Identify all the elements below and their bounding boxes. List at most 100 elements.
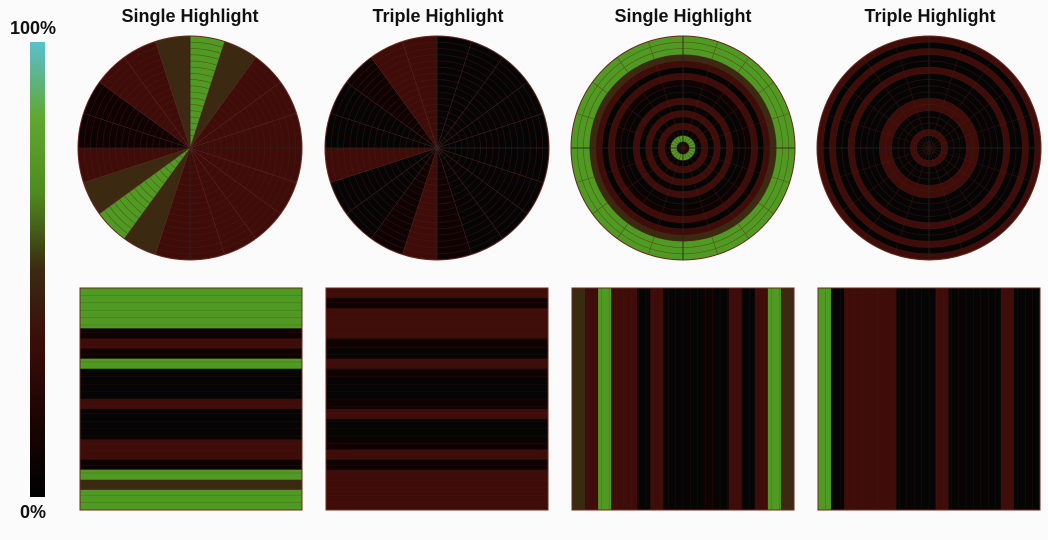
mesh-ray — [330, 113, 438, 149]
mesh-ray — [346, 81, 438, 149]
strip-cell — [80, 439, 302, 450]
mesh-ray — [822, 147, 930, 183]
strip-cell — [754, 288, 769, 510]
strip-mesh — [80, 295, 302, 503]
mesh-ray — [838, 81, 930, 149]
strip-cell — [676, 288, 691, 510]
mesh-ray — [894, 41, 930, 149]
mesh-ray — [436, 81, 528, 149]
strip-cell — [80, 419, 302, 430]
mesh-ray — [155, 41, 191, 149]
strip-cell — [326, 489, 548, 501]
strip-cell — [80, 479, 302, 491]
strip-cell — [80, 288, 302, 299]
mesh-ray — [189, 147, 281, 215]
mesh-ray — [436, 113, 544, 149]
mesh-ray — [436, 147, 528, 215]
sector-cell — [99, 57, 190, 148]
mesh-ray — [189, 81, 281, 149]
mesh-ray — [402, 147, 438, 255]
sector-cell — [190, 113, 302, 148]
mesh-ray — [616, 147, 684, 239]
sector-cell — [437, 113, 549, 148]
mesh-ray — [592, 147, 684, 215]
strip-cell — [896, 288, 910, 510]
strip-cell — [702, 288, 717, 510]
strip-cell — [326, 479, 548, 491]
mesh-ray — [576, 113, 684, 149]
sector-cell — [78, 113, 190, 148]
mesh-ray — [928, 147, 1020, 215]
strip-cell — [572, 288, 586, 510]
mesh-ray — [928, 41, 964, 149]
mesh-ray — [682, 57, 750, 149]
mesh-ray — [928, 147, 1036, 183]
strip-cell — [80, 368, 302, 380]
strip-cell — [741, 288, 756, 510]
mesh-ray — [189, 57, 257, 149]
strip-cell — [326, 298, 548, 309]
mesh-ray — [83, 147, 191, 183]
sector-cell — [155, 148, 190, 261]
mesh-ray — [189, 41, 225, 149]
strip-cell — [80, 318, 302, 329]
mesh-ray — [592, 81, 684, 149]
strip-cell — [922, 288, 937, 510]
strip-cell — [326, 388, 548, 400]
sector-cell — [437, 148, 472, 260]
strip-mesh — [825, 288, 1033, 510]
strip-cell — [80, 388, 302, 400]
strip-cell — [326, 499, 548, 511]
strip-cell — [80, 399, 302, 410]
strip-cell — [1000, 288, 1015, 510]
colorbar-min-label: 0% — [20, 502, 47, 522]
mesh-ray — [436, 57, 504, 149]
mesh-ray — [822, 113, 930, 149]
square-outline — [79, 287, 303, 511]
strip-cell — [326, 308, 548, 319]
mesh-ray — [862, 57, 930, 149]
sector-cell — [325, 113, 437, 148]
mesh-ray — [436, 147, 504, 239]
mesh-ray — [648, 147, 684, 255]
strip-cell — [80, 449, 302, 461]
mesh-ray — [346, 147, 438, 215]
strip-cell — [326, 409, 548, 420]
strip-cell — [326, 338, 548, 350]
strip-cell — [80, 358, 302, 370]
strip-cell — [909, 288, 923, 510]
mesh-ray — [83, 113, 191, 149]
strip-cell — [80, 298, 302, 309]
sector-cell — [190, 148, 225, 261]
strip-cell — [80, 429, 302, 440]
sector-cell — [346, 148, 437, 239]
panels — [77, 35, 1042, 511]
sector-cell — [99, 148, 190, 239]
mesh-ray — [928, 113, 1036, 149]
panel-title-3: Single Highlight — [614, 6, 752, 26]
sector-cell — [325, 148, 437, 183]
strip-cell — [857, 288, 871, 510]
sector-cell — [190, 57, 281, 148]
mesh-ray — [862, 147, 930, 239]
circle-outline — [77, 35, 303, 261]
mesh-ray — [682, 113, 790, 149]
sector-cell — [346, 57, 437, 148]
strip-cell — [80, 489, 302, 501]
strip-cell — [80, 328, 302, 339]
strip-cell — [689, 288, 704, 510]
strip-cell — [80, 308, 302, 319]
strip-cell — [870, 288, 884, 510]
sector-cell — [78, 148, 190, 183]
strip-cell — [715, 288, 730, 510]
mesh-ray — [330, 147, 438, 183]
strip-cell — [1026, 288, 1041, 510]
mesh-ray — [436, 147, 544, 183]
circle-outline — [816, 35, 1042, 261]
mesh-ray — [928, 147, 964, 255]
colorbar-max-label: 100% — [10, 18, 57, 38]
strip-cell — [935, 288, 950, 510]
mesh-ray — [370, 147, 438, 239]
